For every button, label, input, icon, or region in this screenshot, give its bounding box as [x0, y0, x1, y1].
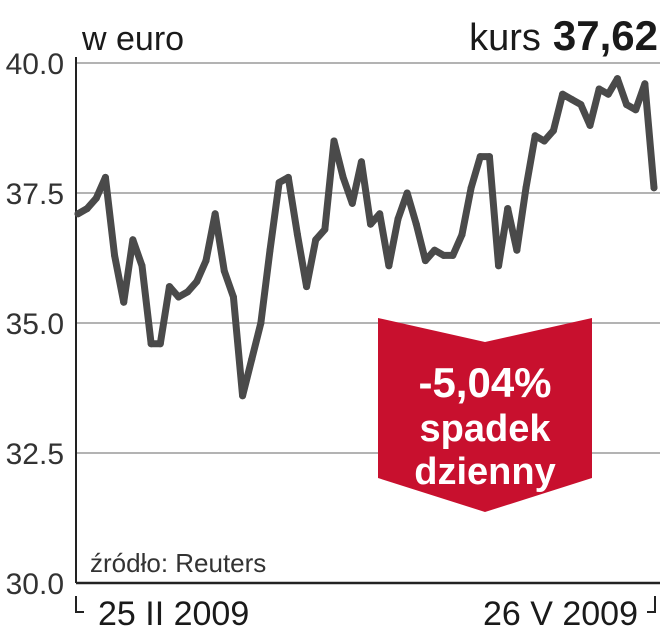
decline-arrow-annotation: -5,04% spadek dzienny: [378, 318, 592, 512]
data-point: [632, 106, 640, 114]
data-point: [339, 173, 347, 181]
data-point: [641, 80, 649, 88]
data-point: [284, 173, 292, 181]
data-point: [458, 231, 466, 239]
data-point: [74, 210, 82, 218]
data-point: [357, 158, 365, 166]
y-tick-label: 30.0: [6, 568, 64, 601]
data-point: [495, 262, 503, 270]
data-point: [467, 184, 475, 192]
y-tick-label: 40.0: [6, 48, 64, 81]
data-point: [540, 137, 548, 145]
data-point: [577, 101, 585, 109]
data-point: [120, 298, 128, 306]
data-point: [229, 293, 237, 301]
data-point: [184, 288, 192, 296]
data-point: [595, 85, 603, 93]
data-point: [394, 215, 402, 223]
data-point: [376, 210, 384, 218]
data-point: [449, 251, 457, 259]
data-point: [421, 257, 429, 265]
data-point: [202, 257, 210, 265]
data-point: [165, 283, 173, 291]
source-label: źródło: Reuters: [90, 548, 266, 578]
kurs-readout: kurs 37,62: [469, 12, 658, 59]
annotation-line-1: spadek: [420, 408, 552, 450]
data-point: [129, 236, 137, 244]
data-point: [559, 90, 567, 98]
data-point: [293, 231, 301, 239]
data-point: [248, 355, 256, 363]
data-point: [513, 246, 521, 254]
data-point: [111, 251, 119, 259]
data-point: [549, 127, 557, 135]
x-axis-bracket: [75, 596, 656, 613]
data-point: [220, 267, 228, 275]
data-point: [431, 246, 439, 254]
data-point: [586, 121, 594, 129]
series-line: [74, 75, 658, 400]
data-point: [211, 210, 219, 218]
data-point: [147, 340, 155, 348]
data-point: [330, 137, 338, 145]
data-point: [156, 340, 164, 348]
data-point: [522, 184, 530, 192]
x-label-start: 25 II 2009: [98, 595, 249, 633]
y-tick-labels: 30.0 32.5 35.0 37.5 40.0: [6, 48, 64, 601]
data-point: [312, 236, 320, 244]
data-point: [568, 95, 576, 103]
data-point: [485, 153, 493, 161]
y-tick-label: 35.0: [6, 308, 64, 341]
y-tick-label: 37.5: [6, 178, 64, 211]
y-tick-label: 32.5: [6, 438, 64, 471]
data-point: [257, 319, 265, 327]
data-point: [412, 220, 420, 228]
data-point: [266, 246, 274, 254]
kurs-value: 37,62: [553, 12, 658, 59]
data-point: [83, 205, 91, 213]
data-point: [531, 132, 539, 140]
price-line: [74, 75, 658, 400]
data-point: [604, 90, 612, 98]
daily-change-value: -5,04%: [418, 359, 551, 406]
data-point: [650, 184, 658, 192]
annotation-line-2: dzienny: [414, 451, 555, 493]
data-point: [193, 277, 201, 285]
down-arrow-icon: [378, 318, 592, 512]
x-label-end: 26 V 2009: [483, 595, 638, 633]
data-point: [440, 251, 448, 259]
unit-label: w euro: [81, 20, 184, 58]
data-point: [403, 189, 411, 197]
data-point: [476, 153, 484, 161]
data-point: [239, 392, 247, 400]
data-point: [175, 293, 183, 301]
data-point: [92, 194, 100, 202]
data-point: [367, 220, 375, 228]
data-point: [321, 225, 329, 233]
data-point: [101, 173, 109, 181]
grid-lines: [75, 57, 660, 585]
data-point: [303, 283, 311, 291]
data-point: [275, 179, 283, 187]
data-point: [385, 262, 393, 270]
data-point: [613, 75, 621, 83]
data-point: [504, 205, 512, 213]
kurs-label: kurs: [469, 17, 541, 59]
data-point: [138, 262, 146, 270]
data-point: [348, 199, 356, 207]
data-point: [623, 101, 631, 109]
